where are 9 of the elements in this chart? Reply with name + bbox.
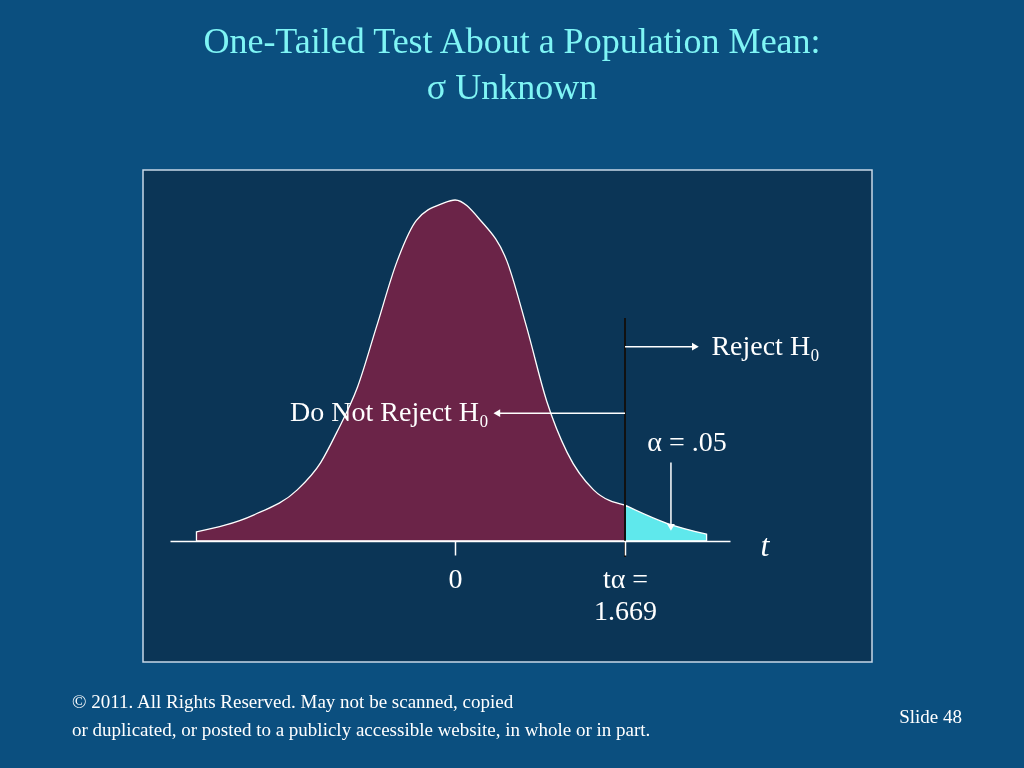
annotation: Reject H₀ xyxy=(711,329,820,361)
x-tick-label: tα = 1.669 xyxy=(594,562,658,626)
annotation: α = .05 xyxy=(647,425,727,457)
text: σ Unknown xyxy=(426,67,598,108)
x-axis-title: t xyxy=(760,526,771,563)
text: © 2011. All Rights Reserved. May not be scanned, copied or duplicated, or posted to a publicly accessible website, in whole or in part. xyxy=(72,691,651,740)
text: One-Tailed Test About a Population Mean: xyxy=(203,21,821,62)
x-tick-label: 0 xyxy=(448,562,463,594)
text: Slide 48 xyxy=(899,706,962,727)
